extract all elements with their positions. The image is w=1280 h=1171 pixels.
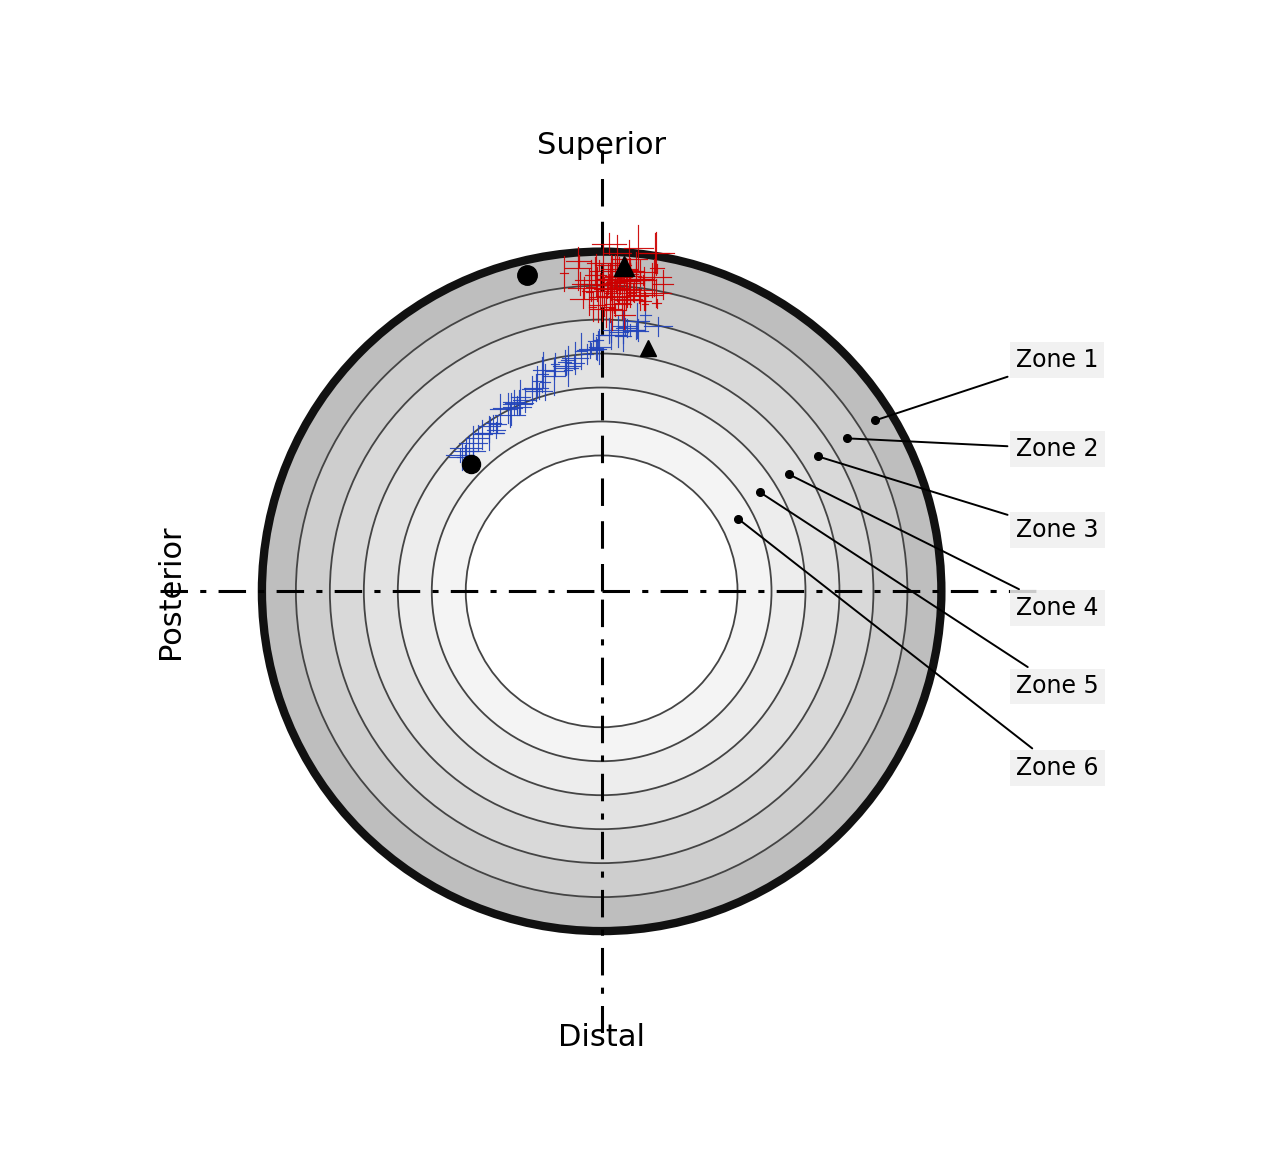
Circle shape	[431, 422, 772, 761]
Text: Zone 2: Zone 2	[850, 437, 1098, 460]
Text: Distal: Distal	[558, 1022, 645, 1052]
Circle shape	[466, 456, 737, 727]
Text: Posterior: Posterior	[156, 525, 184, 658]
Circle shape	[330, 320, 873, 863]
Circle shape	[262, 252, 941, 931]
Text: Zone 6: Zone 6	[740, 520, 1098, 780]
Text: Superior: Superior	[538, 131, 666, 160]
Text: Zone 3: Zone 3	[820, 457, 1098, 542]
Circle shape	[398, 388, 805, 795]
Text: Zone 1: Zone 1	[878, 348, 1098, 419]
Text: Zone 4: Zone 4	[791, 475, 1098, 621]
Text: Zone 5: Zone 5	[763, 494, 1098, 698]
Circle shape	[296, 286, 908, 897]
Circle shape	[364, 354, 840, 829]
